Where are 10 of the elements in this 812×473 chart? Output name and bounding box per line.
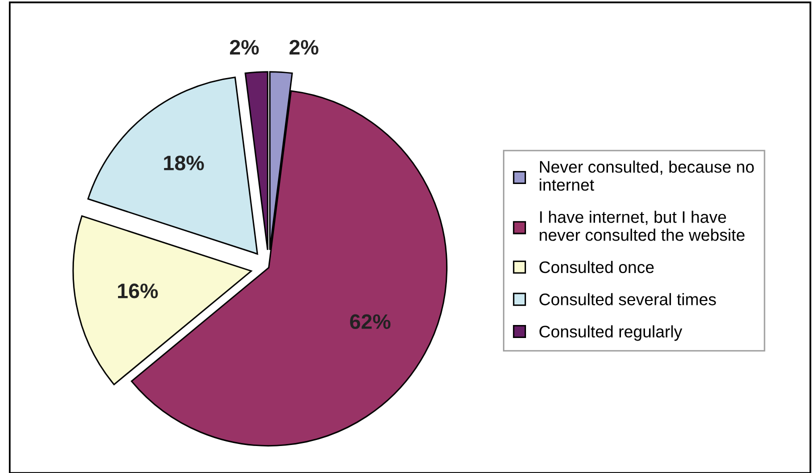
legend-label: I have internet, but I have never consulted the website [540,210,745,241]
data-label: 2% [230,40,259,55]
data-label: 18% [164,156,204,170]
legend-label: Never consulted, because no internet [540,160,754,191]
data-label: 62% [350,314,390,330]
data-label: 16% [118,284,158,298]
legend-label: Consulted regularly [540,325,682,341]
legend-label: Consulted several times [540,293,716,306]
legend-label: Consulted once [540,260,654,274]
data-label: 2% [290,40,318,55]
